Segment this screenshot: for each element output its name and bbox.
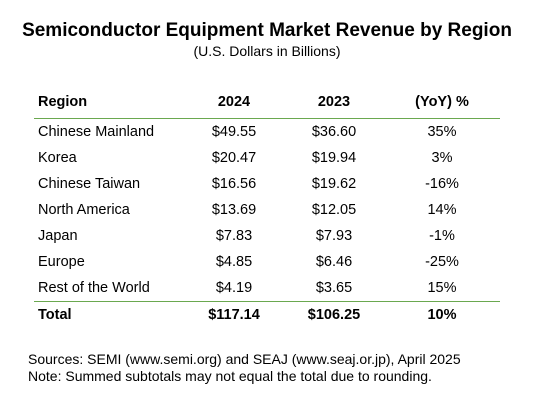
table-body: Chinese Mainland $49.55 $36.60 35% Korea $20.… bbox=[34, 119, 500, 301]
table-total-row: Total $117.14 $106.25 10% bbox=[34, 301, 500, 328]
cell-2024: $16.56 bbox=[211, 176, 257, 192]
cell-region: North America bbox=[38, 202, 130, 218]
cell-2024: $13.69 bbox=[211, 202, 257, 218]
cell-region: Chinese Taiwan bbox=[38, 176, 141, 192]
cell-2024: $4.19 bbox=[215, 280, 253, 296]
cell-2024: $49.55 bbox=[211, 124, 257, 140]
total-2024: $117.14 bbox=[208, 307, 260, 323]
total-label: Total bbox=[38, 307, 72, 323]
cell-yoy: -1% bbox=[429, 228, 455, 244]
revenue-table: Region 2024 2023 (YoY) % Chinese Mainlan… bbox=[34, 86, 500, 328]
header-2023: 2023 bbox=[317, 94, 351, 110]
cell-2024: $20.47 bbox=[211, 150, 257, 166]
table-row: North America $13.69 $12.05 14% bbox=[34, 197, 500, 223]
cell-2023: $19.62 bbox=[311, 176, 357, 192]
cell-region: Japan bbox=[38, 228, 78, 244]
rounding-note: Note: Summed subtotals may not equal the… bbox=[28, 368, 432, 384]
cell-yoy: 35% bbox=[427, 124, 457, 140]
cell-2023: $12.05 bbox=[311, 202, 357, 218]
table-title: Semiconductor Equipment Market Revenue b… bbox=[22, 20, 512, 41]
cell-2023: $36.60 bbox=[311, 124, 357, 140]
cell-2024: $7.83 bbox=[215, 228, 253, 244]
table-row: Rest of the World $4.19 $3.65 15% bbox=[34, 275, 500, 301]
header-yoy: (YoY) % bbox=[415, 94, 469, 110]
cell-yoy: -25% bbox=[425, 254, 459, 270]
cell-2024: $4.85 bbox=[215, 254, 253, 270]
cell-2023: $3.65 bbox=[315, 280, 353, 296]
cell-2023: $19.94 bbox=[311, 150, 357, 166]
cell-region: Europe bbox=[38, 254, 85, 270]
sources-footnote: Sources: SEMI (www.semi.org) and SEAJ (w… bbox=[28, 351, 461, 367]
table-row: Chinese Taiwan $16.56 $19.62 -16% bbox=[34, 171, 500, 197]
cell-yoy: 14% bbox=[427, 202, 457, 218]
table-subtitle: (U.S. Dollars in Billions) bbox=[193, 43, 341, 59]
cell-region: Chinese Mainland bbox=[38, 124, 155, 140]
table-row: Europe $4.85 $6.46 -25% bbox=[34, 249, 500, 275]
cell-yoy: -16% bbox=[425, 176, 459, 192]
total-yoy: 10% bbox=[427, 307, 457, 323]
cell-region: Rest of the World bbox=[38, 280, 150, 296]
header-2024: 2024 bbox=[217, 94, 251, 110]
total-2023: $106.25 bbox=[307, 307, 361, 323]
cell-region: Korea bbox=[38, 150, 77, 166]
table-row: Japan $7.83 $7.93 -1% bbox=[34, 223, 500, 249]
table-row: Korea $20.47 $19.94 3% bbox=[34, 145, 500, 171]
table-row: Chinese Mainland $49.55 $36.60 35% bbox=[34, 119, 500, 145]
cell-2023: $6.46 bbox=[315, 254, 353, 270]
header-region: Region bbox=[38, 94, 88, 110]
cell-yoy: 3% bbox=[431, 150, 453, 166]
cell-yoy: 15% bbox=[427, 280, 457, 296]
cell-2023: $7.93 bbox=[315, 228, 353, 244]
table-header-row: Region 2024 2023 (YoY) % bbox=[34, 86, 500, 119]
